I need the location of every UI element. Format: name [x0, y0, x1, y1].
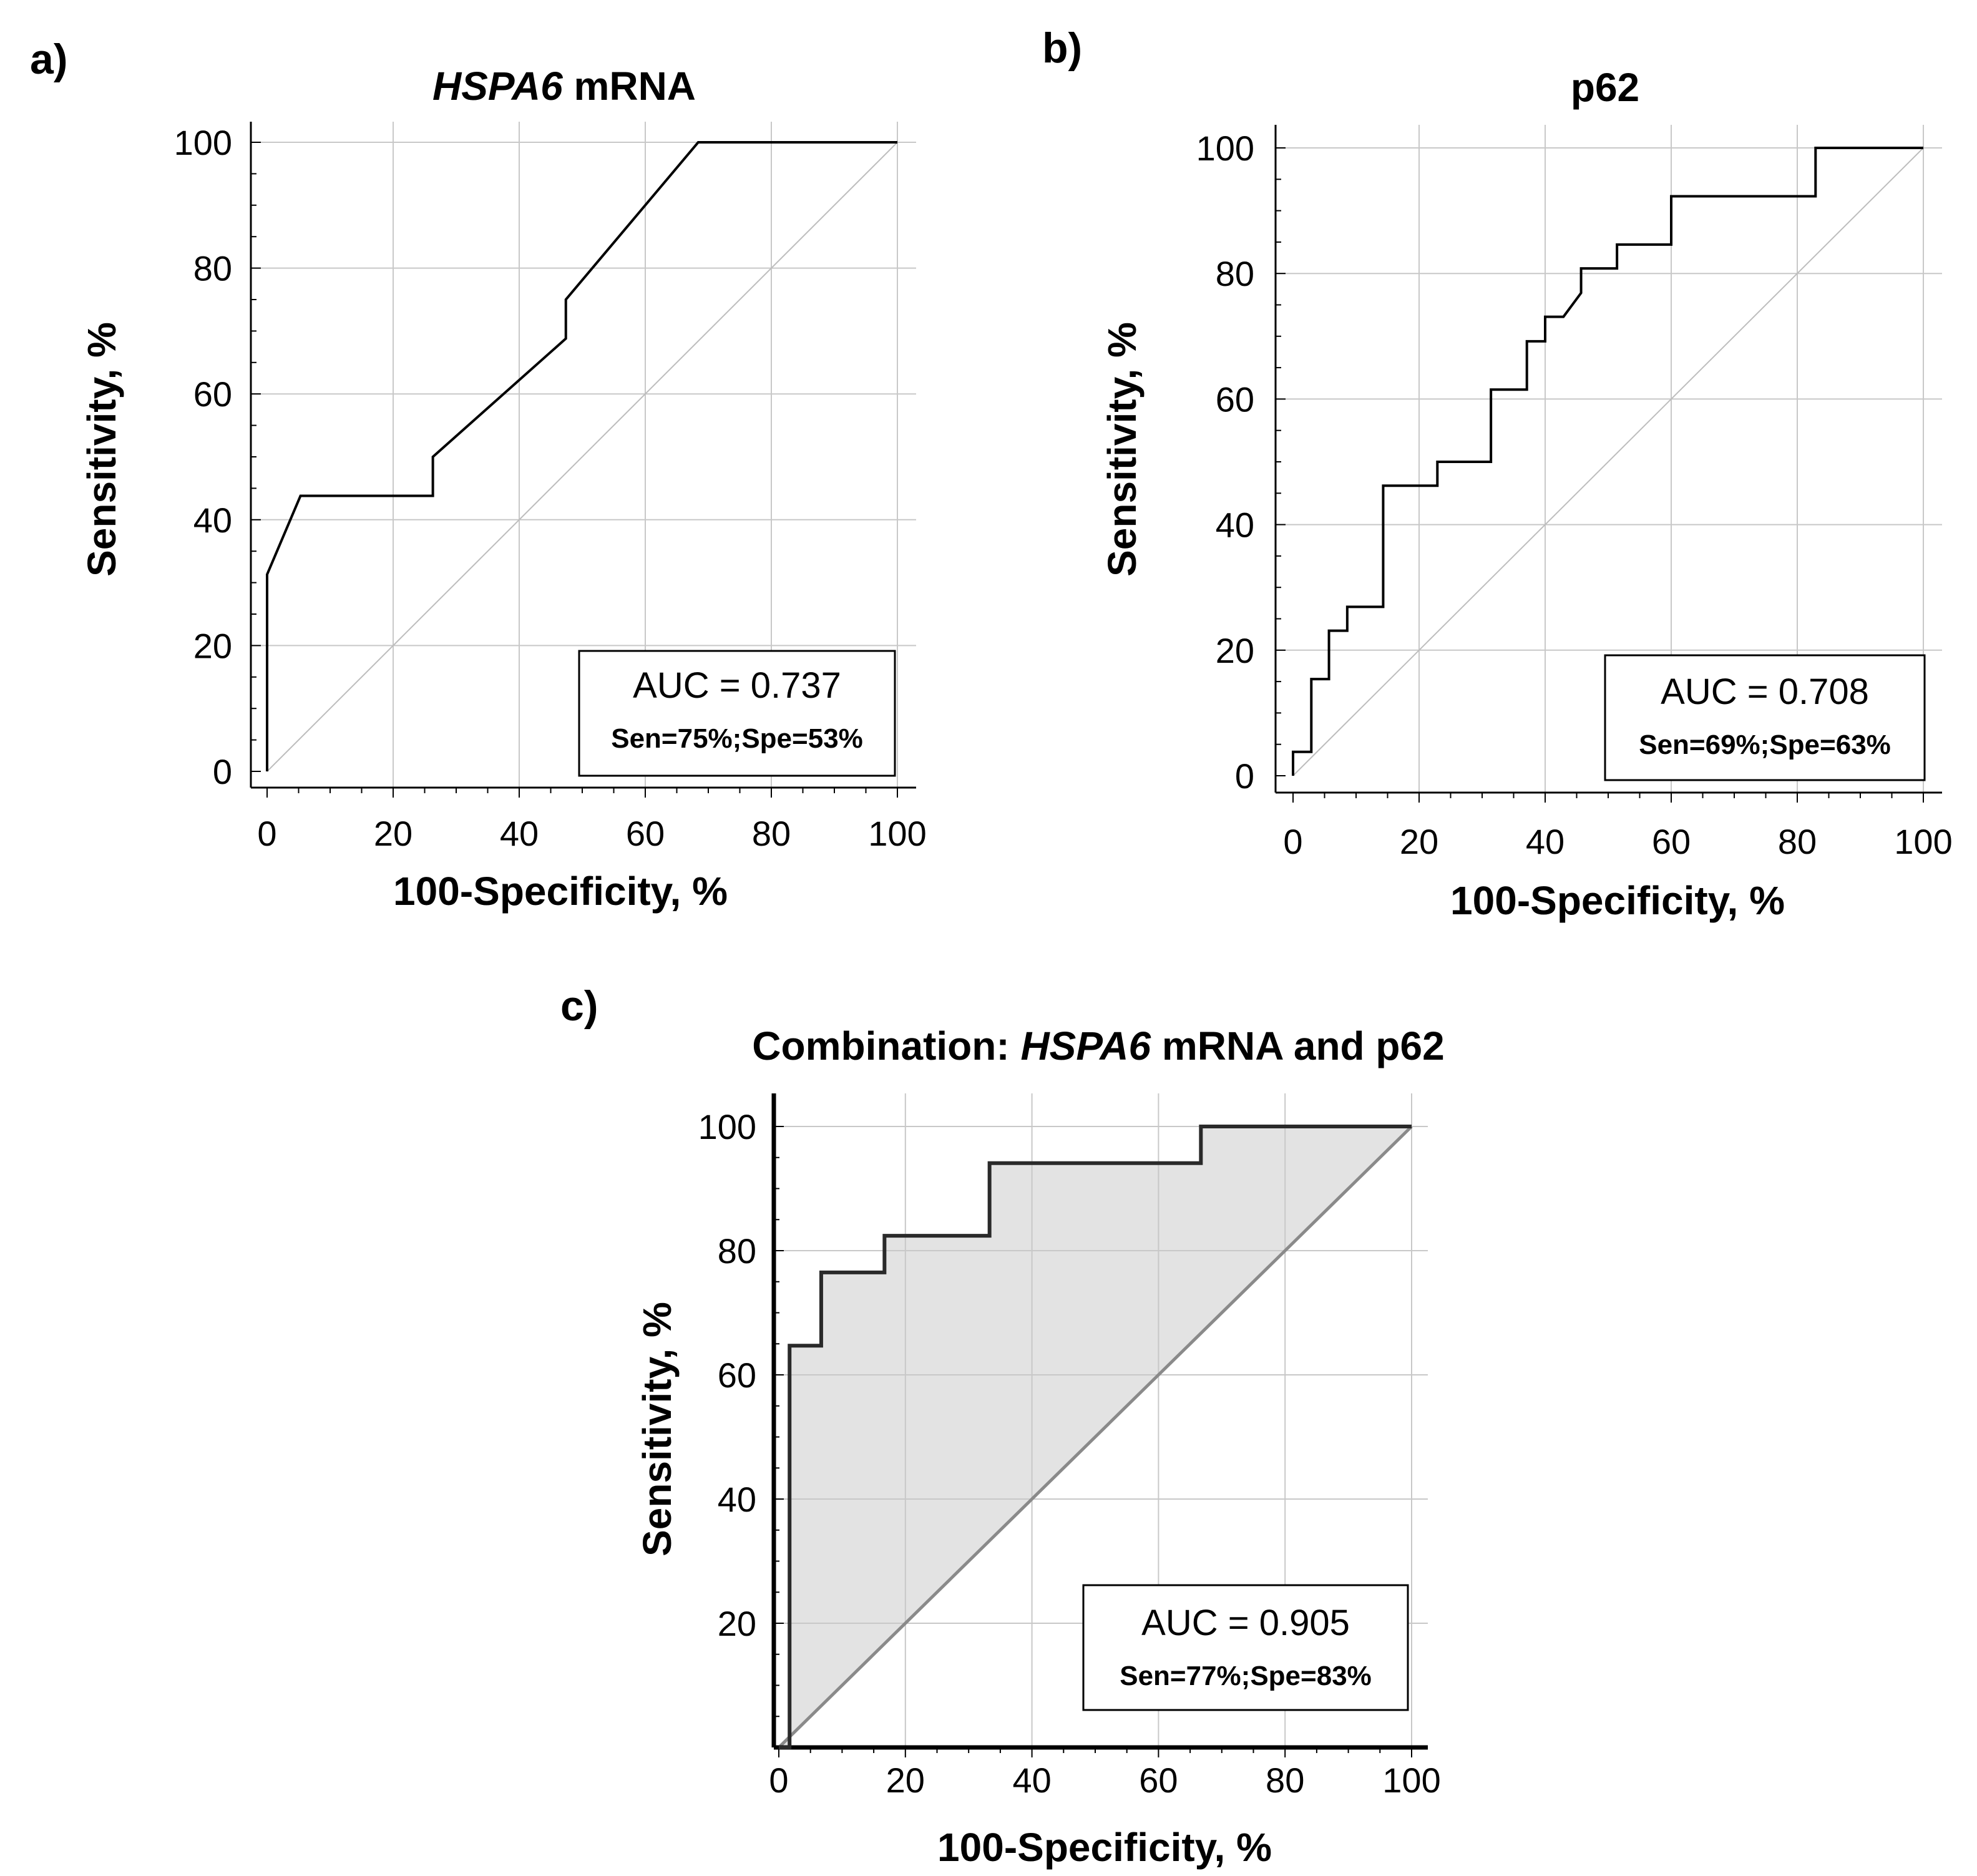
- y-tick-label: 80: [718, 1231, 756, 1271]
- y-axis-label: Sensitivity, %: [1100, 322, 1145, 577]
- sensitivity-specificity: Sen=75%;Spe=53%: [611, 723, 863, 754]
- x-tick-label: 20: [886, 1761, 925, 1800]
- x-tick-label: 60: [1652, 822, 1691, 861]
- sensitivity-specificity: Sen=77%;Spe=83%: [1120, 1661, 1372, 1691]
- sensitivity-specificity: Sen=69%;Spe=63%: [1639, 730, 1891, 760]
- y-tick-label: 80: [193, 249, 232, 288]
- y-tick-label: 40: [1216, 506, 1254, 545]
- x-tick-label: 40: [1012, 1761, 1051, 1800]
- y-tick-label: 100: [698, 1107, 756, 1146]
- y-tick-label: 60: [718, 1356, 756, 1395]
- roc-curve: [779, 1125, 1412, 1749]
- x-tick-label: 20: [374, 814, 412, 853]
- x-tick-label: 100: [868, 814, 926, 853]
- x-tick-label: 40: [1526, 822, 1565, 861]
- x-tick-label: 0: [257, 814, 276, 853]
- x-tick-label: 0: [769, 1761, 788, 1800]
- title-gene: HSPA6: [432, 64, 563, 109]
- x-tick-label: 80: [1266, 1761, 1304, 1800]
- x-axis-label: 100-Specificity, %: [393, 869, 728, 914]
- chart-title: p62: [1571, 65, 1639, 110]
- x-tick-label: 60: [626, 814, 665, 853]
- title-rest: mRNA and p62: [1151, 1023, 1445, 1068]
- x-tick-label: 40: [500, 814, 539, 853]
- y-tick-label: 0: [213, 752, 232, 791]
- x-tick-label: 0: [1283, 822, 1302, 861]
- roc-panel-2: b) p62 0 20 40 60 80 100 0 20 40 60 80 100 100-Specifi…: [1042, 24, 1953, 923]
- y-tick-label: 40: [718, 1480, 756, 1519]
- y-tick-label: 20: [1216, 631, 1254, 670]
- y-tick-label: 0: [1235, 756, 1254, 796]
- reference-diagonal: [778, 1125, 1413, 1749]
- y-axis-label: Sensitivity, %: [635, 1302, 680, 1556]
- x-axis-label: 100-Specificity, %: [1450, 878, 1785, 923]
- y-tick-label: 100: [174, 123, 232, 162]
- y-tick-label: 80: [1216, 254, 1254, 293]
- auc-annotation-box: [578, 650, 896, 777]
- title-rest: mRNA: [563, 64, 696, 109]
- roc-curve: [266, 141, 897, 771]
- panel-letter: a): [30, 36, 67, 83]
- y-tick-label: 60: [193, 374, 232, 414]
- roc-curve: [1292, 147, 1923, 776]
- x-tick-label: 20: [1400, 822, 1438, 861]
- panel-letter: b): [1042, 24, 1082, 72]
- x-tick-label: 80: [1778, 822, 1817, 861]
- x-axis-label: 100-Specificity, %: [937, 1825, 1272, 1870]
- x-tick-label: 100: [1382, 1761, 1440, 1800]
- y-tick-label: 40: [193, 501, 232, 540]
- roc-panel-3: c) Combination: HSPA6 mRNA and p62 0 20 40 60…: [560, 982, 1445, 1870]
- x-tick-label: 80: [752, 814, 791, 853]
- y-tick-label: 20: [718, 1604, 756, 1643]
- roc-panel-1: a) HSPA6 mRNA 0 20 40 60 80 100 0 20 40 60 80 100 100-…: [30, 36, 927, 914]
- chart-title: Combination: HSPA6 mRNA and p62: [752, 1023, 1444, 1068]
- auc-value: AUC = 0.737: [633, 665, 841, 706]
- y-tick-label: 100: [1196, 129, 1254, 168]
- y-tick-label: 60: [1216, 379, 1254, 419]
- title-prefix: Combination:: [752, 1023, 1020, 1068]
- auc-annotation-box: [1082, 1584, 1409, 1711]
- y-axis-label: Sensitivity, %: [79, 322, 124, 577]
- reference-diagonal: [266, 142, 898, 772]
- y-tick-label: 20: [193, 626, 232, 665]
- reference-diagonal: [1292, 147, 1924, 776]
- title-rest: p62: [1571, 65, 1639, 110]
- x-tick-label: 60: [1139, 1761, 1178, 1800]
- auc-value: AUC = 0.708: [1661, 672, 1869, 712]
- auc-value: AUC = 0.905: [1141, 1603, 1350, 1643]
- x-tick-label: 100: [1894, 822, 1952, 861]
- chart-title: HSPA6 mRNA: [432, 64, 696, 109]
- panel-letter: c): [560, 982, 598, 1030]
- title-gene: HSPA6: [1020, 1023, 1151, 1068]
- auc-annotation-box: [1604, 654, 1926, 781]
